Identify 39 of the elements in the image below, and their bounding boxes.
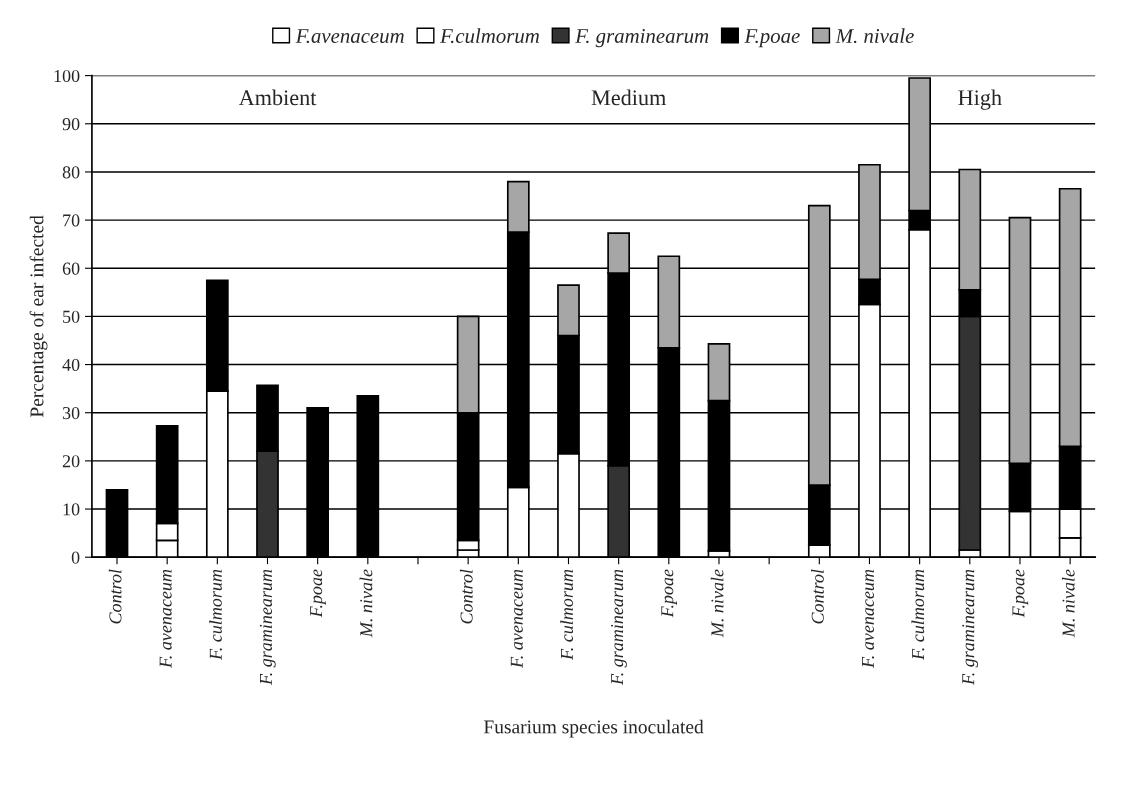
- annotation: Medium: [591, 89, 666, 106]
- y-tick-label: 70: [63, 214, 80, 227]
- x-tick-label: F. graminearum: [611, 569, 627, 686]
- x-tick-label: F.poae: [1012, 569, 1029, 618]
- x-tick-label: M. nivale: [1061, 569, 1075, 638]
- y-tick-label: 10: [63, 503, 80, 516]
- y-tick-label: 60: [62, 262, 80, 275]
- x-tick-label: F. graminearum: [962, 569, 978, 686]
- legend-label: F.avenaceum: [295, 29, 404, 44]
- x-tick-label: F. avenaceum: [159, 569, 172, 669]
- y-tick-label: 50: [63, 310, 80, 323]
- x-tick-label: F. culmorum: [560, 569, 574, 661]
- y-tick-label: 80: [62, 166, 80, 179]
- x-tick-label: F. culmorum: [911, 569, 925, 661]
- legend-label: F.poae: [744, 29, 800, 48]
- y-tick-label: 90: [62, 118, 80, 131]
- x-tick-label: F. avenaceum: [510, 569, 523, 669]
- x-tick-label: Control: [108, 569, 122, 624]
- legend-label: F.culmorum: [439, 28, 539, 44]
- legend-label: M. nivale: [835, 28, 914, 44]
- x-tick-label: M. nivale: [710, 569, 724, 638]
- x-tick-label: F. avenaceum: [861, 569, 875, 669]
- x-tick-label: Control: [459, 569, 473, 624]
- x-tick-label: F.poae: [661, 569, 677, 618]
- y-tick-label: 0: [71, 551, 80, 564]
- y-tick-label: 30: [62, 406, 80, 420]
- x-tick-label: M. nivale: [359, 569, 373, 638]
- y-axis-title: Percentage of ear infected: [29, 215, 48, 418]
- x-tick-label: F. culmorum: [209, 569, 222, 661]
- x-tick-label: Control: [811, 569, 824, 624]
- x-axis-title: Fusarium species inoculated: [483, 719, 704, 738]
- y-tick-label: 20: [62, 455, 80, 468]
- y-tick-label: 100: [54, 69, 80, 83]
- x-tick-label: F.poae: [310, 569, 326, 618]
- y-tick-label: 40: [62, 358, 80, 372]
- annotation: Ambient: [238, 89, 317, 106]
- legend-label: F. graminearum: [575, 29, 709, 48]
- x-tick-label: F. graminearum: [259, 569, 276, 686]
- annotation: High: [958, 89, 1002, 110]
